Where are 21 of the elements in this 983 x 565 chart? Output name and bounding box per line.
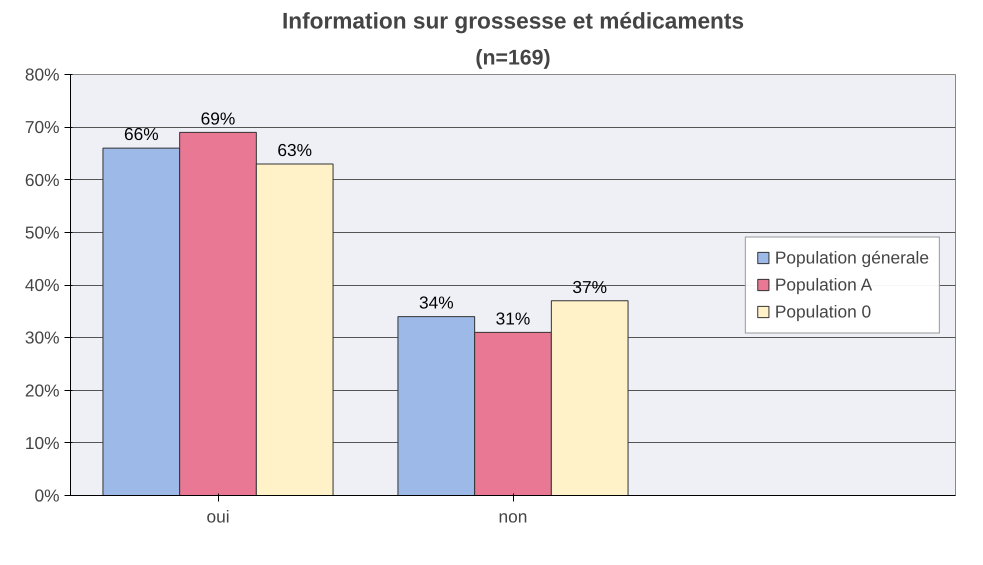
legend-label: Population génerale bbox=[774, 247, 929, 268]
text: 34% bbox=[418, 292, 454, 313]
text: 31% bbox=[496, 308, 530, 328]
y-tick-label: 30% bbox=[24, 328, 60, 348]
y-tick-label: 80% bbox=[24, 64, 60, 84]
text: 66% bbox=[124, 124, 159, 144]
x-tick-label: oui bbox=[206, 506, 230, 526]
chart-subtitle: (n=169) bbox=[475, 46, 551, 70]
y-tick-label: 70% bbox=[24, 117, 60, 138]
y-tick-label: 10% bbox=[24, 432, 60, 453]
y-tick-label: 0% bbox=[34, 486, 60, 506]
y-tick-label: 40% bbox=[24, 275, 60, 295]
text: 63% bbox=[277, 140, 312, 160]
x-tick-label: non bbox=[498, 506, 528, 526]
legend-label: Population A bbox=[774, 274, 872, 295]
chart-title: Information sur grossesse et médicaments bbox=[282, 8, 744, 34]
text: 69% bbox=[200, 108, 236, 128]
legend-label: Population 0 bbox=[774, 301, 872, 322]
y-tick-label: 50% bbox=[24, 222, 60, 242]
y-tick-label: 60% bbox=[24, 170, 60, 190]
y-tick-label: 20% bbox=[24, 380, 60, 400]
